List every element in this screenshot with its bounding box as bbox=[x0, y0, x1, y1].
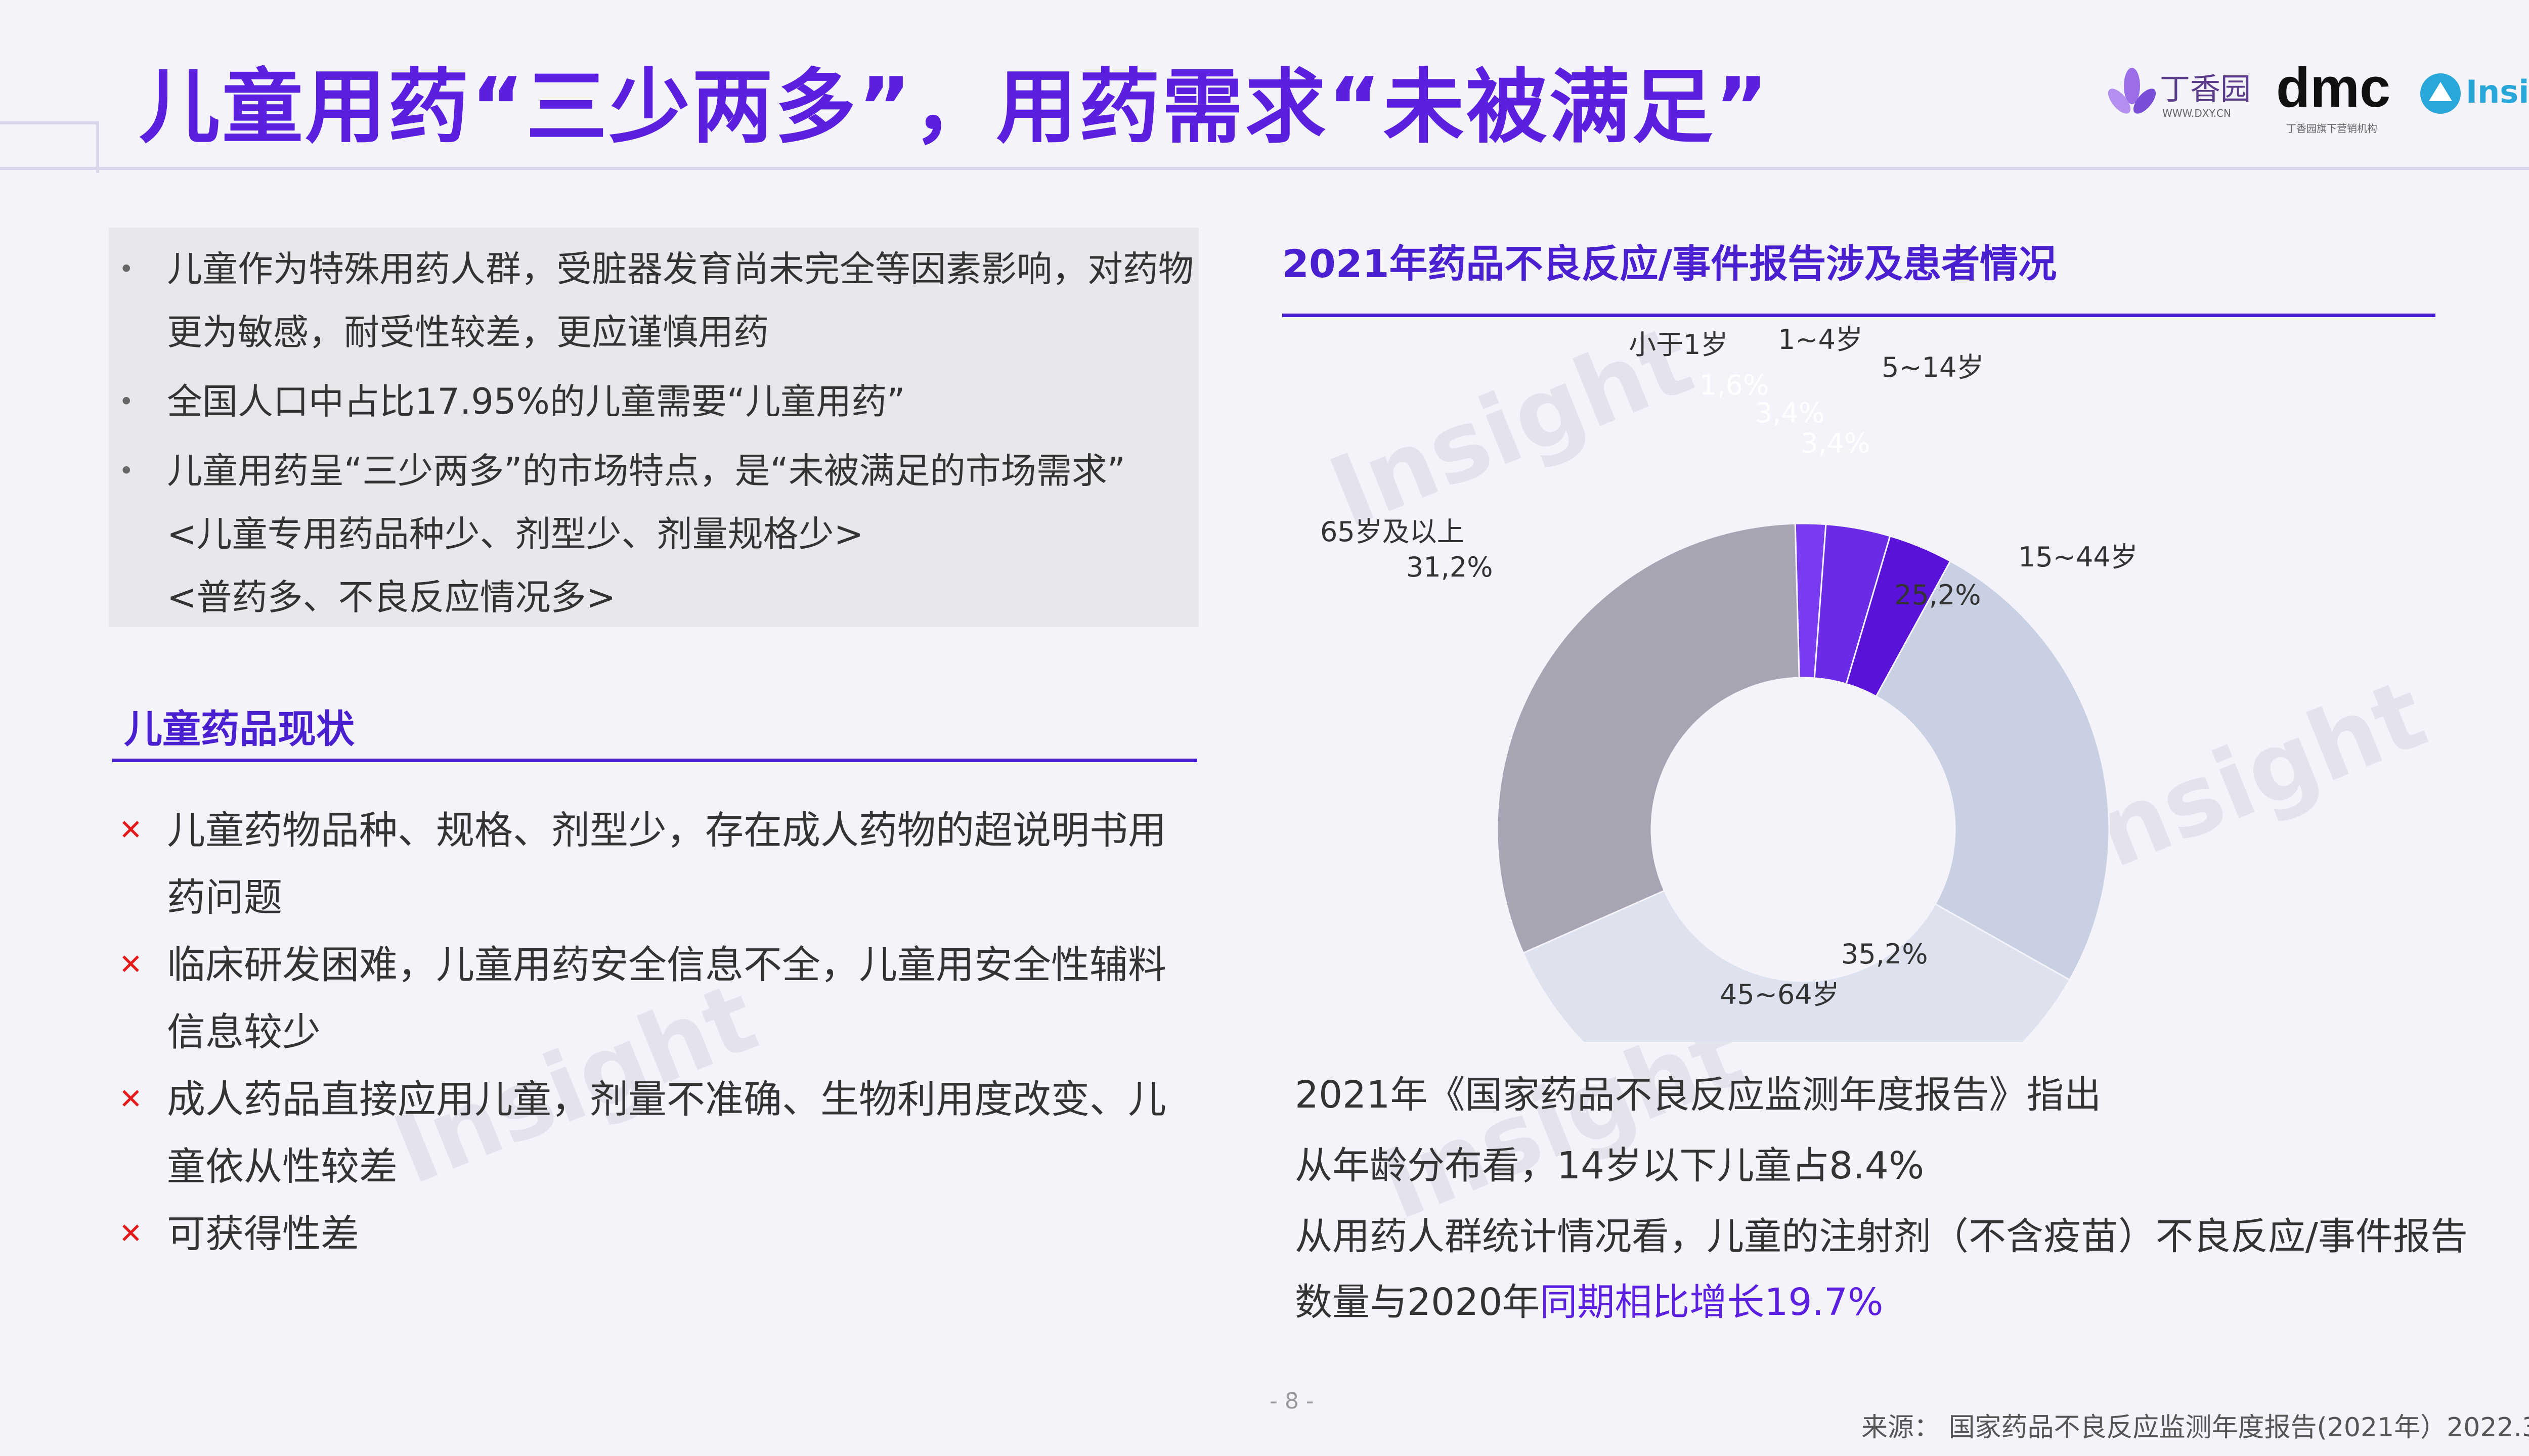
status-item: ✕ 儿童药物品种、规格、剂型少，存在成人药物的超说明书用 药问题 bbox=[119, 797, 1166, 931]
logo-dmc-sub: 丁香园旗下营销机构 bbox=[2286, 122, 2377, 135]
intro-line: 全国人口中占比17.95%的儿童需要“儿童用药” bbox=[167, 381, 905, 422]
donut-slice-4 bbox=[1522, 890, 2071, 1042]
slice-category-label: 15~44岁 bbox=[2018, 541, 2138, 573]
slice-value-label: 3,4% bbox=[1801, 427, 1870, 459]
logo-dmc: dmc 丁香园旗下营销机构 bbox=[2276, 56, 2408, 137]
slice-category-label: 65岁及以上 bbox=[1320, 516, 1464, 548]
chart-title: 2021年药品不良反应/事件报告涉及患者情况 bbox=[1282, 241, 2057, 286]
status-line: 临床研发困难，儿童用药安全信息不全，儿童用安全性辅料 bbox=[167, 942, 1166, 987]
intro-box bbox=[109, 228, 1199, 627]
flower-icon bbox=[2108, 68, 2156, 114]
logo-dxy-name: 丁香园 bbox=[2160, 72, 2251, 107]
bullet-dot-icon: • bbox=[119, 456, 134, 486]
slice-value-label: 1,6% bbox=[1699, 369, 1769, 401]
donut-slice-3 bbox=[1875, 560, 2110, 981]
insight-logo-icon bbox=[2420, 73, 2461, 114]
status-line: 可获得性差 bbox=[167, 1211, 359, 1256]
slice-category-label: 5~14岁 bbox=[1882, 351, 1984, 383]
chart-title-underline bbox=[1282, 314, 2435, 317]
slice-value-label: 25,2% bbox=[1894, 579, 1981, 611]
slice-value-label: 35,2% bbox=[1841, 938, 1928, 970]
status-line: 信息较少 bbox=[167, 1009, 321, 1054]
status-line: 儿童药物品种、规格、剂型少，存在成人药物的超说明书用 bbox=[167, 808, 1166, 853]
logo-dmc-name: dmc bbox=[2276, 57, 2391, 119]
intro-list: • 儿童作为特殊用药人群，受脏器发育尚未完全等因素影响，对药物 更为敏感，耐受性… bbox=[119, 238, 1194, 629]
source-note: 来源： 国家药品不良反应监测年度报告(2021年）2022.3 bbox=[1861, 1413, 2529, 1443]
page-title: 儿童用药“三少两多”，用药需求“未被满足” bbox=[139, 60, 1770, 154]
logo-dxy: 丁香园 WWW.DXY.CN bbox=[2104, 61, 2256, 131]
intro-line: 更为敏感，耐受性较差，更应谨慎用药 bbox=[167, 312, 769, 353]
donut-chart: 小于1岁 1,6% 1~4岁 3,4% 5~14岁 3,4% 15~44岁 25,2% 45~6… bbox=[1320, 324, 2138, 1042]
intro-line: <儿童专用药品种少、剂型少、剂量规格少> bbox=[167, 513, 864, 555]
intro-item: • 儿童作为特殊用药人群，受脏器发育尚未完全等因素影响，对药物 更为敏感，耐受性… bbox=[119, 238, 1194, 364]
status-item: ✕ 成人药品直接应用儿童，剂量不准确、生物利用度改变、儿 童依从性较差 bbox=[119, 1066, 1166, 1200]
section-heading: 儿童药品现状 bbox=[124, 707, 355, 752]
status-line: 成人药品直接应用儿童，剂量不准确、生物利用度改变、儿 bbox=[167, 1077, 1166, 1122]
status-line: 药问题 bbox=[167, 875, 282, 920]
title-underline bbox=[0, 167, 2529, 170]
status-item: ✕ 可获得性差 bbox=[119, 1200, 1166, 1267]
logo-insight: Insight bbox=[2418, 68, 2529, 124]
section-underline bbox=[112, 759, 1197, 762]
slice-value-label: 3,4% bbox=[1755, 397, 1824, 429]
donut-slice-5 bbox=[1496, 522, 1800, 954]
note-line: 从用药人群统计情况看，儿童的注射剂（不含疫苗）不良反应/事件报告 bbox=[1295, 1215, 2468, 1258]
intro-line: <普药多、不良反应情况多> bbox=[167, 577, 616, 618]
slice-category-label: 小于1岁 bbox=[1629, 329, 1728, 361]
intro-line: 儿童用药呈“三少两多”的市场特点，是“未被满足的市场需求” bbox=[167, 450, 1126, 492]
slice-category-label: 45~64岁 bbox=[1720, 979, 1840, 1010]
bullet-dot-icon: • bbox=[119, 387, 134, 416]
cross-icon: ✕ bbox=[119, 814, 143, 847]
bullet-dot-icon: • bbox=[119, 254, 134, 284]
note-line: 从年龄分布看，14岁以下儿童占8.4% bbox=[1295, 1144, 1925, 1187]
note-prefix: 数量与2020年 bbox=[1295, 1281, 1540, 1324]
intro-line: 儿童作为特殊用药人群，受脏器发育尚未完全等因素影响，对药物 bbox=[167, 248, 1194, 290]
note-highlight: 同期相比增长19.7% bbox=[1540, 1281, 1884, 1324]
status-list: ✕ 儿童药物品种、规格、剂型少，存在成人药物的超说明书用 药问题 ✕ 临床研发困… bbox=[119, 797, 1166, 1267]
cross-icon: ✕ bbox=[119, 1083, 143, 1116]
page-number: - 8 - bbox=[1270, 1388, 1314, 1414]
slice-value-label: 31,2% bbox=[1406, 551, 1493, 583]
intro-item: • 儿童用药呈“三少两多”的市场特点，是“未被满足的市场需求” <儿童专用药品种… bbox=[119, 439, 1194, 629]
intro-item: • 全国人口中占比17.95%的儿童需要“儿童用药” bbox=[119, 370, 1194, 433]
logo-insight-name: Insight bbox=[2466, 73, 2529, 110]
title-underline-left bbox=[0, 121, 99, 173]
status-item: ✕ 临床研发困难，儿童用药安全信息不全，儿童用安全性辅料 信息较少 bbox=[119, 931, 1166, 1066]
note-line: 2021年《国家药品不良反应监测年度报告》指出 bbox=[1295, 1073, 2102, 1117]
cross-icon: ✕ bbox=[119, 1217, 143, 1250]
logo-dxy-sub: WWW.DXY.CN bbox=[2162, 107, 2231, 119]
slice-category-label: 1~4岁 bbox=[1778, 324, 1863, 356]
note-line-4: 数量与2020年同期相比增长19.7% bbox=[1295, 1272, 1883, 1326]
cross-icon: ✕ bbox=[119, 948, 143, 981]
status-line: 童依从性较差 bbox=[167, 1144, 398, 1189]
